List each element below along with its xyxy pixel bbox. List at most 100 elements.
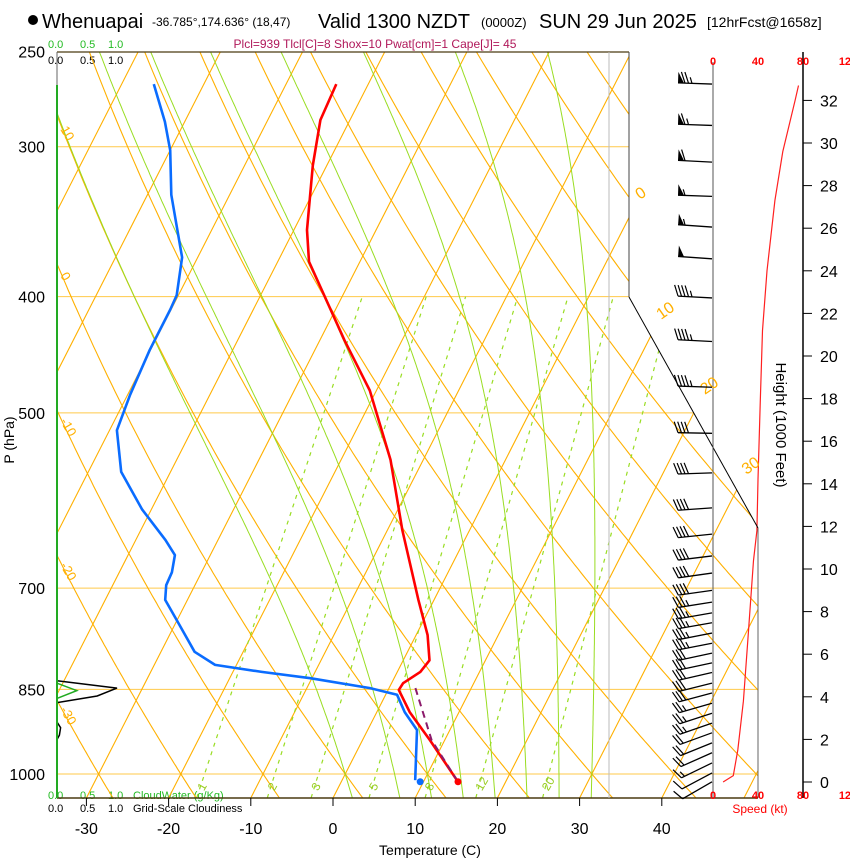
temp-tick-label: 40 bbox=[653, 821, 671, 838]
wind-barb bbox=[672, 498, 713, 511]
wind-barb-feather bbox=[678, 658, 687, 669]
wind-barb-feather bbox=[675, 548, 683, 560]
dry-adiabat-line bbox=[800, 41, 850, 799]
isotherm-label: 0 bbox=[633, 184, 650, 203]
cloudiness-scale-0: 0.0 bbox=[48, 55, 63, 67]
dry-adiabat-line bbox=[524, 52, 758, 798]
height-tick-label: 16 bbox=[820, 434, 838, 451]
wind-barb bbox=[672, 722, 713, 735]
wind-barb-feather bbox=[675, 756, 685, 766]
mixing-ratio-line bbox=[542, 296, 674, 798]
station-name: Whenuapai bbox=[42, 11, 143, 33]
wind-barb-pennant bbox=[678, 213, 685, 226]
zulu-time: (0000Z) bbox=[481, 15, 527, 30]
wind-barb-half-feather bbox=[689, 334, 693, 341]
wind-barb bbox=[677, 113, 713, 127]
wind-barb bbox=[672, 565, 713, 579]
wind-barb bbox=[677, 71, 713, 85]
wind-barb-half-feather bbox=[689, 77, 693, 84]
wind-barb-feather bbox=[673, 421, 679, 433]
wind-barb-staff bbox=[679, 722, 713, 735]
height-tick-label: 24 bbox=[820, 264, 838, 281]
mixing-ratio-line bbox=[475, 296, 614, 798]
wind-barb-feather bbox=[677, 421, 683, 433]
wind-barb-feather bbox=[684, 285, 690, 297]
cloud-scale-bottom: 0.0 0.5 1.0 CloudWater (g/Kg) 0.0 0.5 1.… bbox=[48, 790, 243, 815]
wind-barb-staff bbox=[680, 742, 713, 757]
wind-barb bbox=[672, 752, 713, 768]
wind-barb-feather bbox=[672, 629, 680, 640]
wind-barb bbox=[672, 742, 713, 757]
isotherm-line bbox=[578, 52, 758, 798]
wind-barb-feather bbox=[680, 71, 686, 84]
isotherm-line bbox=[496, 52, 758, 798]
wind-barb-feather bbox=[682, 565, 690, 577]
wind-barb-feather bbox=[672, 608, 680, 620]
isotherm-line bbox=[57, 52, 227, 798]
wind-barb bbox=[678, 245, 713, 260]
surface-dewpoint-dot bbox=[416, 778, 424, 786]
mixing-ratio-line bbox=[310, 296, 467, 798]
wind-barb-staff bbox=[680, 752, 713, 768]
mixing-ratio-line bbox=[196, 296, 363, 798]
wind-barb-feather bbox=[672, 757, 682, 767]
stability-indices: Plcl=939 Tlcl[C]=8 Shox=10 Pwat[cm]=1 Ca… bbox=[234, 37, 517, 51]
cloudiness-scale-0-bottom: 0.0 bbox=[48, 803, 63, 815]
wind-barb-feather bbox=[677, 284, 683, 297]
dry-adiabat-line bbox=[57, 52, 198, 798]
wind-barb-feather bbox=[672, 724, 681, 735]
dry-adiabat-line bbox=[194, 52, 698, 798]
wind-barb-feather bbox=[681, 149, 686, 161]
wind-barb-pennant bbox=[678, 245, 685, 257]
dry-adiabat-line bbox=[139, 52, 615, 798]
wind-barb-staff bbox=[677, 194, 713, 198]
pressure-tick-label: 850 bbox=[18, 682, 45, 699]
wind-barb-feather bbox=[675, 659, 683, 670]
mixing-ratio-label: 12 bbox=[472, 774, 491, 793]
wind-barb-feather bbox=[675, 713, 684, 724]
dry-adiabat-label: 10 bbox=[57, 123, 77, 143]
wind-barb-staff bbox=[678, 572, 713, 579]
wind-barb-feather bbox=[680, 421, 686, 434]
pressure-tick-label: 500 bbox=[18, 406, 45, 423]
temp-tick-label: 0 bbox=[329, 821, 338, 838]
wind-barb-half-feather bbox=[689, 380, 693, 387]
wind-barb-feather bbox=[678, 679, 687, 691]
dry-adiabat-line bbox=[57, 52, 115, 798]
wind-barb-feather bbox=[678, 690, 687, 701]
wind-barb bbox=[678, 213, 713, 228]
pressure-tick-label: 400 bbox=[18, 290, 45, 307]
wind-barb bbox=[671, 679, 713, 693]
wind-barb-feather bbox=[672, 746, 681, 757]
dewpoint-line bbox=[115, 83, 419, 781]
mixing-ratio-line bbox=[368, 296, 519, 798]
wind-barb-feather bbox=[675, 638, 683, 650]
wind-barb-feather bbox=[672, 659, 680, 671]
wind-barb-feather bbox=[684, 328, 690, 341]
wind-barb-feather bbox=[675, 584, 683, 595]
wind-barb-feather bbox=[675, 669, 683, 680]
moist-adiabat-line bbox=[57, 52, 354, 798]
wind-barb-staff bbox=[678, 632, 713, 641]
wind-barb-feather bbox=[681, 328, 686, 341]
wind-barb-staff bbox=[678, 642, 713, 651]
height-tick-label: 10 bbox=[820, 562, 838, 579]
wind-barb-half-feather bbox=[681, 705, 687, 712]
cloudiness-scale-1-bottom: 1.0 bbox=[108, 803, 123, 815]
dry-adiabat-line bbox=[304, 52, 758, 798]
mixing-ratio-label: 8 bbox=[422, 780, 438, 793]
temperature-line bbox=[305, 83, 460, 783]
wind-barb-feather bbox=[680, 113, 686, 125]
wind-barb-staff bbox=[678, 662, 713, 671]
mixing-ratio-label: 20 bbox=[539, 774, 558, 793]
wind-barb-staff bbox=[677, 385, 713, 388]
wind-barb-staff bbox=[678, 507, 713, 511]
wind-barb-feather bbox=[672, 584, 679, 596]
temp-tick-label: -10 bbox=[239, 821, 262, 838]
wind-barb-pennant bbox=[678, 149, 684, 161]
dry-adiabat-line bbox=[689, 52, 758, 798]
isotherm-line bbox=[57, 52, 309, 798]
wind-barb-feather bbox=[672, 499, 679, 511]
wind-barb-half-feather bbox=[685, 631, 690, 638]
isotherm-line bbox=[249, 52, 638, 798]
